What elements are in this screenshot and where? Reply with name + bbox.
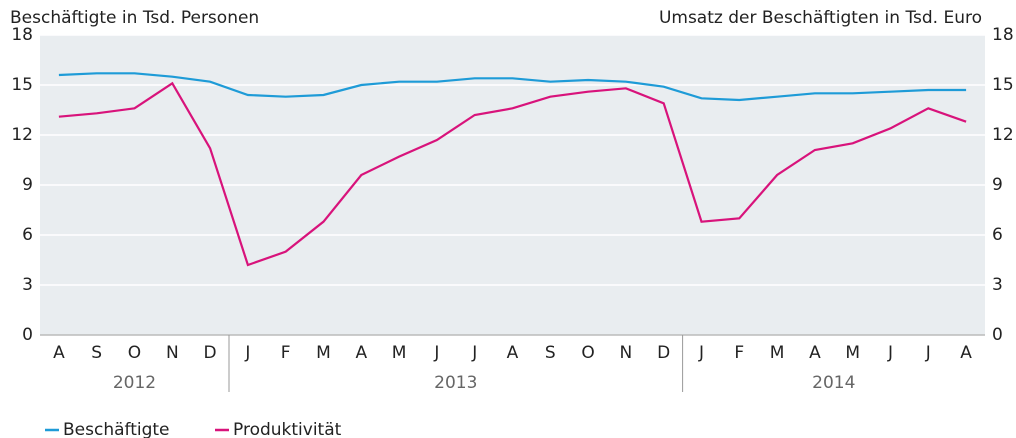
- x-tick-label: A: [809, 343, 821, 363]
- x-tick-label: J: [698, 343, 704, 363]
- x-tick-label: J: [244, 343, 250, 363]
- x-tick-label: D: [657, 343, 670, 363]
- x-tick-label: A: [507, 343, 519, 363]
- x-tick-label: N: [166, 343, 179, 363]
- y2-tick-label: 12: [992, 125, 1014, 145]
- y2-tick-label: 0: [992, 325, 1003, 345]
- series-line: [58, 81, 967, 267]
- y2-tick-label: 9: [992, 175, 1003, 195]
- x-tick-label: O: [581, 343, 594, 363]
- y-tick-label: 9: [22, 175, 33, 195]
- x-tick-label: A: [53, 343, 65, 363]
- x-tick-label: J: [925, 343, 931, 363]
- y-tick-label: 18: [11, 25, 33, 45]
- legend-label: Beschäftigte: [63, 420, 170, 438]
- x-tick-label: F: [734, 343, 744, 363]
- y-tick-label: 12: [11, 125, 33, 145]
- y2-tick-label: 6: [992, 225, 1003, 245]
- x-tick-label: N: [620, 343, 633, 363]
- y-tick-label: 6: [22, 225, 33, 245]
- x-tick-label: S: [91, 343, 102, 363]
- x-tick-label: M: [316, 343, 331, 363]
- y2-axis-title: Umsatz der Beschäftigten in Tsd. Euro: [659, 8, 982, 28]
- series-line: [58, 72, 967, 102]
- year-label: 2013: [434, 373, 477, 393]
- legend-label: Produktivität: [233, 420, 342, 438]
- x-tick-label: J: [433, 343, 439, 363]
- y2-tick-label: 18: [992, 25, 1014, 45]
- x-tick-label: A: [960, 343, 972, 363]
- x-tick-label: S: [545, 343, 556, 363]
- y-tick-label: 0: [22, 325, 33, 345]
- y2-tick-label: 15: [992, 75, 1014, 95]
- y-axis-title: Beschäftigte in Tsd. Personen: [10, 8, 259, 28]
- year-label: 2012: [113, 373, 156, 393]
- x-tick-label: J: [887, 343, 893, 363]
- y-tick-label: 3: [22, 275, 33, 295]
- x-tick-label: F: [281, 343, 291, 363]
- x-tick-label: A: [355, 343, 367, 363]
- x-tick-label: M: [845, 343, 860, 363]
- year-label: 2014: [812, 373, 855, 393]
- x-tick-label: M: [770, 343, 785, 363]
- x-tick-label: M: [392, 343, 407, 363]
- y-tick-label: 15: [11, 75, 33, 95]
- x-tick-label: D: [204, 343, 217, 363]
- x-tick-label: O: [128, 343, 141, 363]
- x-tick-label: J: [471, 343, 477, 363]
- y2-tick-label: 3: [992, 275, 1003, 295]
